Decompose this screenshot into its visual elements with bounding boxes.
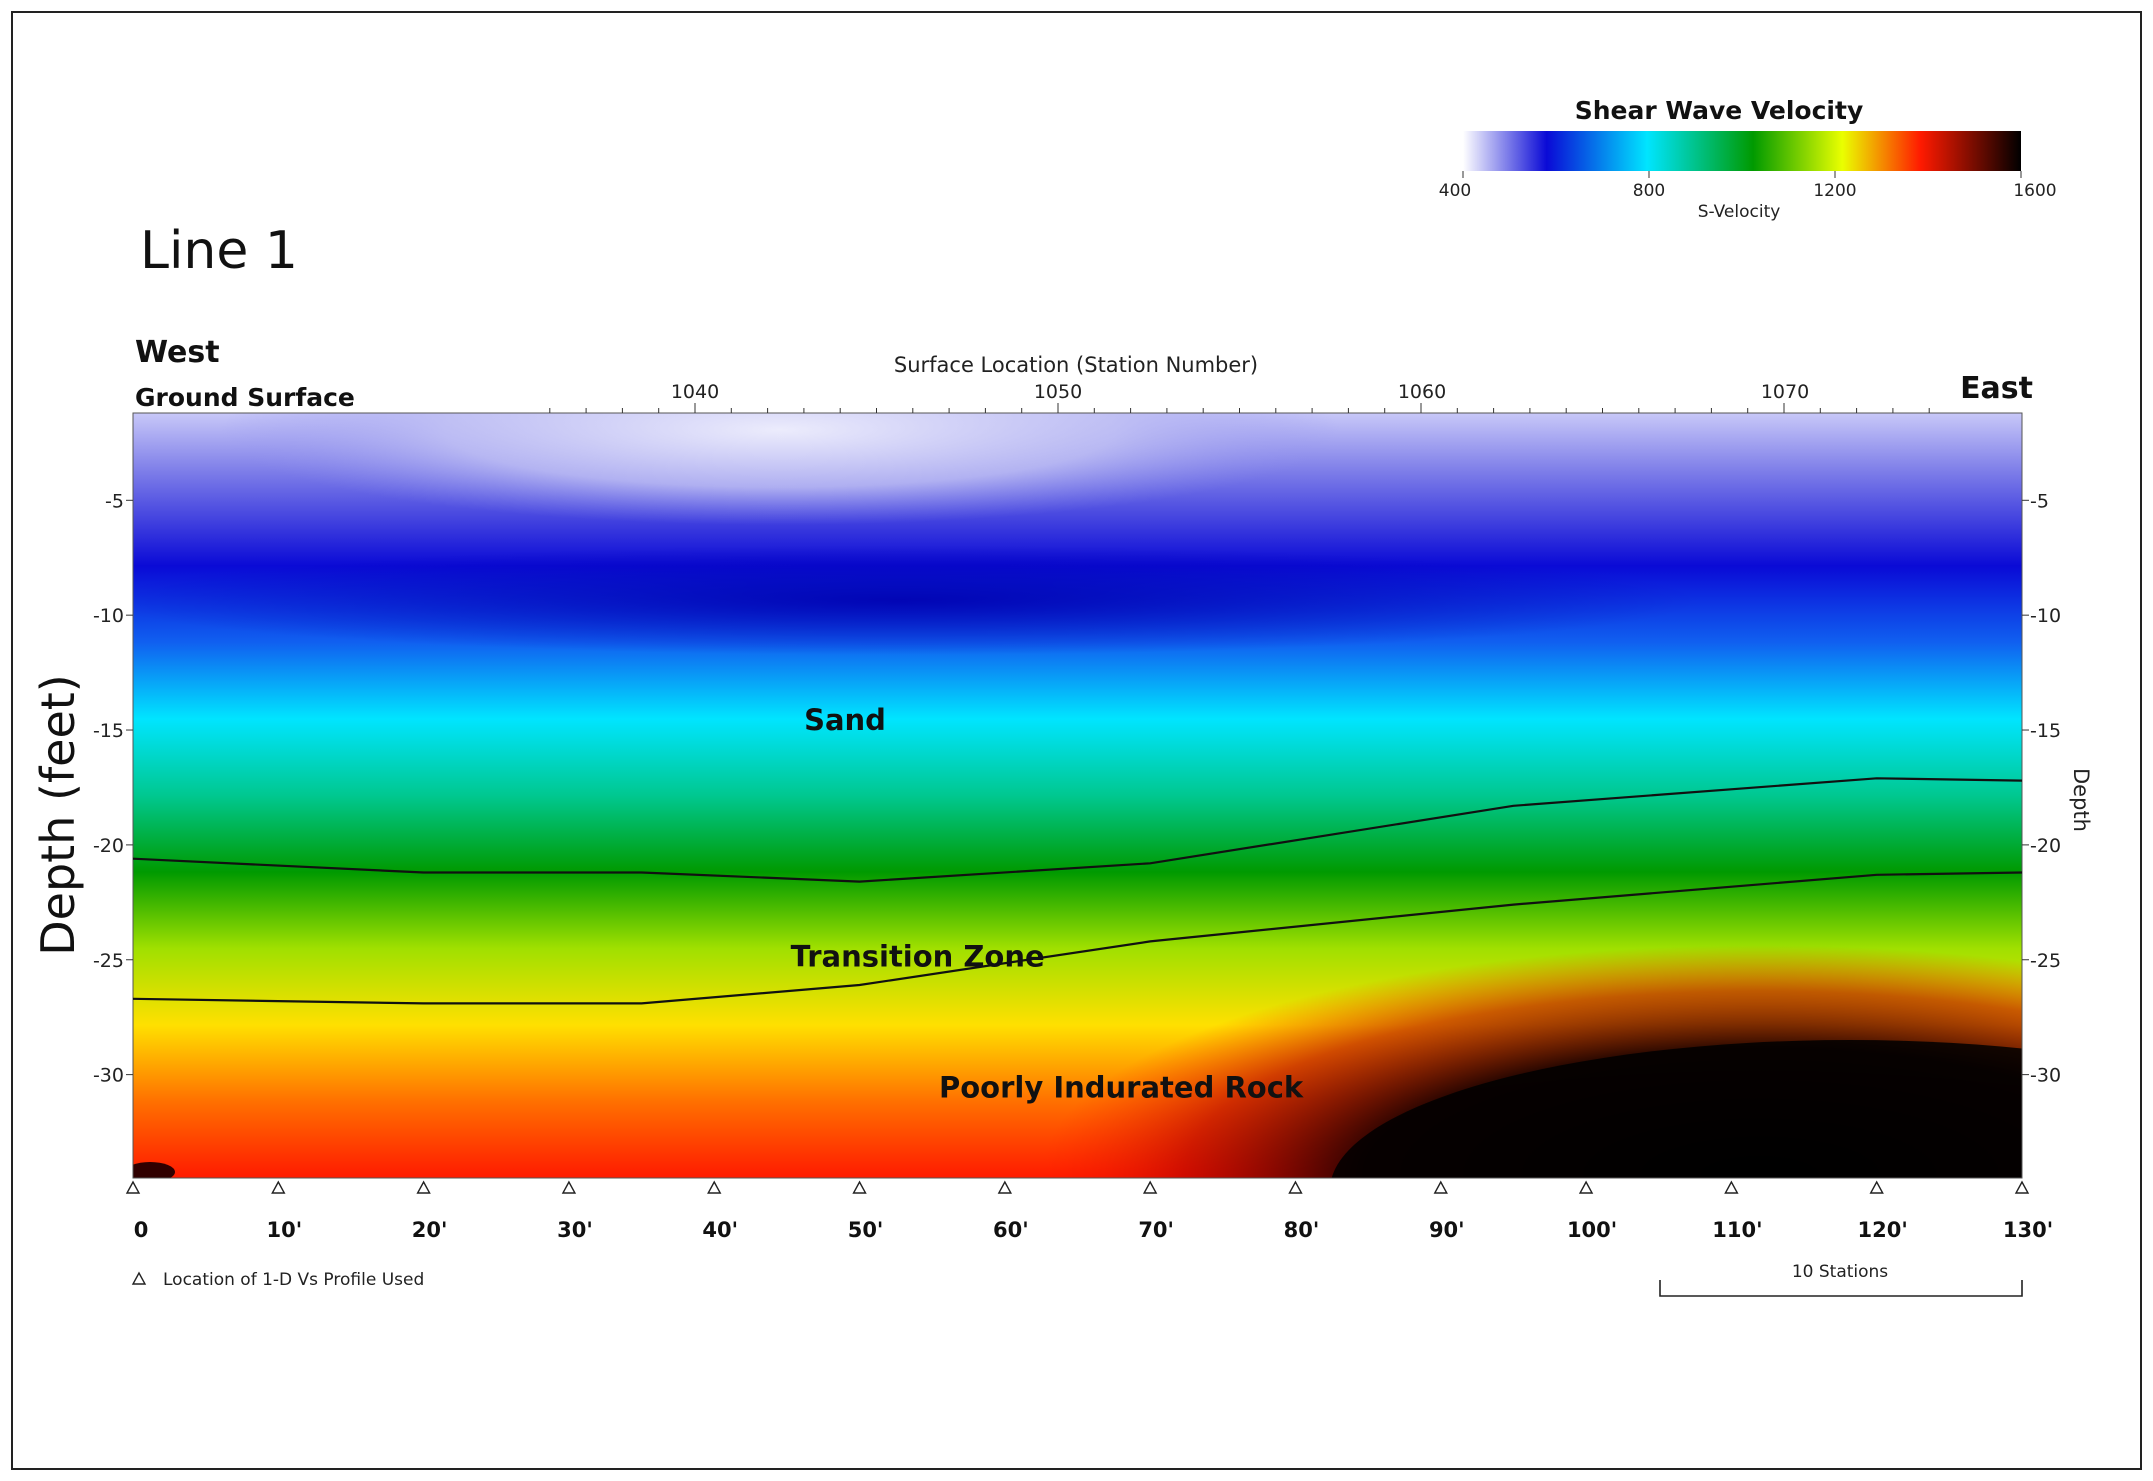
distance-axis: 0 10' 20' 30' 40' 50' 60' 70' 80' 90' 100' 110' 120'… [125, 1180, 2053, 1242]
station-tick-label-1070: 1070 [1761, 381, 1809, 403]
distance-tick-label-9: 90' [1429, 1218, 1465, 1242]
colorbar-tick-label-2: 1200 [1813, 181, 1856, 201]
depth-tick-label-left--10: -10 [93, 605, 124, 627]
layer-label-0: Sand [804, 703, 886, 737]
profile-marker-2 [416, 1180, 431, 1194]
velocity-section [133, 413, 2022, 1178]
depth-tick-label-right--25: -25 [2030, 950, 2061, 972]
layer-labels: Sand Transition Zone Poorly Indurated Rock [791, 703, 1304, 1105]
profile-marker-legend-text: Location of 1-D Vs Profile Used [163, 1270, 424, 1290]
station-axis: 1040 1050 1060 1070 [549, 381, 1930, 413]
profile-marker-1 [271, 1180, 286, 1194]
y-axis-title-right: Depth [2069, 768, 2093, 832]
profile-marker-12 [1869, 1180, 1884, 1194]
distance-tick-label-10: 100' [1567, 1218, 1617, 1242]
depth-tick-label-right--15: -15 [2030, 720, 2061, 742]
distance-tick-label-3: 30' [557, 1218, 593, 1242]
colorbar-title: Shear Wave Velocity [1575, 96, 1864, 125]
distance-tick-label-13: 130' [2003, 1218, 2053, 1242]
distance-tick-label-4: 40' [702, 1218, 738, 1242]
depth-tick-label-right--5: -5 [2030, 490, 2049, 512]
layer-boundaries [132, 777, 2023, 1005]
profile-marker-4 [707, 1180, 722, 1194]
colorbar-label: S-Velocity [1698, 202, 1781, 222]
chart-title: Line 1 [140, 221, 298, 281]
depth-tick-label-left--5: -5 [105, 490, 124, 512]
depth-tick-label-left--25: -25 [93, 950, 124, 972]
triangle-marker-icon [131, 1271, 147, 1285]
colorbar-tick-label-3: 1600 [2013, 181, 2056, 201]
profile-marker-8 [1288, 1180, 1303, 1194]
distance-tick-label-7: 70' [1138, 1218, 1174, 1242]
colorbar-tick-label-1: 800 [1633, 181, 1665, 201]
profile-marker-6 [997, 1180, 1013, 1194]
figure-border [11, 11, 2142, 1470]
colorbar-ramp [1463, 131, 2021, 171]
profile-marker-legend: Location of 1-D Vs Profile Used [131, 1270, 424, 1290]
profile-marker-7 [1142, 1180, 1158, 1194]
station-tick-label-1050: 1050 [1034, 381, 1082, 403]
west-label: West [135, 335, 220, 370]
distance-tick-label-5: 50' [848, 1218, 884, 1242]
distance-tick-label-11: 110' [1712, 1218, 1762, 1242]
x-axis-title: Surface Location (Station Number) [894, 353, 1258, 377]
distance-tick-label-12: 120' [1858, 1218, 1908, 1242]
boundary-lower [132, 871, 2023, 1005]
depth-tick-label-right--30: -30 [2030, 1065, 2061, 1087]
profile-marker-11 [1724, 1180, 1739, 1194]
distance-tick-label-2: 20' [412, 1218, 448, 1242]
colorbar-ticks: 400 800 1200 1600 [1439, 171, 2057, 201]
plot-border [132, 412, 2023, 1179]
profile-marker-3 [561, 1180, 577, 1194]
scale-bar: 10 Stations [1659, 1262, 2023, 1297]
scale-bar-label: 10 Stations [1792, 1262, 1888, 1282]
depth-tick-label-left--15: -15 [93, 720, 124, 742]
distance-tick-label-8: 80' [1284, 1218, 1320, 1242]
depth-tick-label-right--20: -20 [2030, 835, 2061, 857]
depth-tick-label-left--20: -20 [93, 835, 124, 857]
scale-bar-line [1659, 1280, 2023, 1297]
profile-marker-0 [125, 1180, 141, 1194]
low-velocity-zone [220, 413, 1340, 525]
boundary-upper [132, 777, 2023, 883]
profile-marker-5 [852, 1180, 867, 1194]
profile-marker-9 [1433, 1180, 1448, 1194]
y-axis-title: Depth (feet) [31, 674, 85, 955]
layer-label-2: Poorly Indurated Rock [939, 1071, 1304, 1105]
east-label: East [1960, 371, 2033, 406]
station-tick-label-1040: 1040 [671, 381, 719, 403]
high-velocity-zone-core [1331, 1040, 2022, 1178]
depth-tick-label-left--30: -30 [93, 1065, 124, 1087]
distance-tick-label-0: 0 [134, 1218, 149, 1242]
depth-tick-label-right--10: -10 [2030, 605, 2061, 627]
colorbar-tick-label-0: 400 [1439, 181, 1471, 201]
layer-label-1: Transition Zone [791, 940, 1045, 974]
distance-tick-label-1: 10' [266, 1218, 302, 1242]
distance-tick-label-6: 60' [993, 1218, 1029, 1242]
profile-marker-10 [1578, 1180, 1594, 1194]
depth-axis: -5 -5 -10 -10 -15 -15 -20 -20 -25 -25 -30 -30 [93, 490, 2061, 1086]
station-tick-label-1060: 1060 [1398, 381, 1446, 403]
dark-blue-band [133, 545, 1700, 655]
corner-anomaly [133, 1162, 175, 1178]
profile-marker-13 [2014, 1180, 2030, 1194]
ground-surface-label: Ground Surface [135, 383, 355, 412]
colorbar: Shear Wave Velocity 400 800 1200 1600 S-Vel… [1439, 96, 2057, 222]
